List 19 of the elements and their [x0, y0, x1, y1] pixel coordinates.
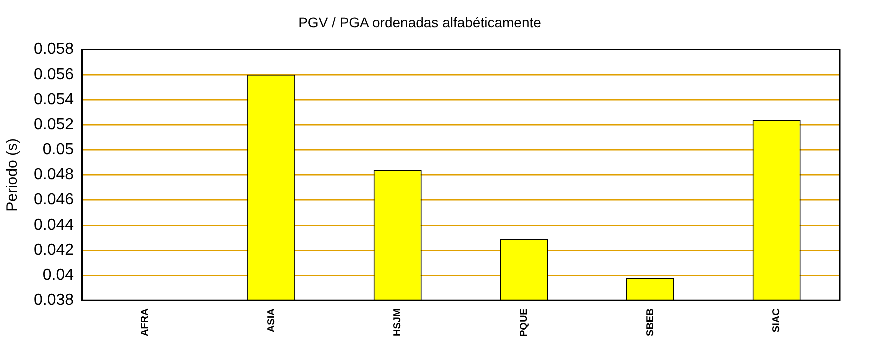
x-tick-label: PQUE	[518, 308, 530, 338]
y-tick-label: 0.046	[34, 192, 74, 209]
x-tick-label: ASIA	[266, 308, 278, 333]
chart-title: PGV / PGA ordenadas alfabéticamente	[298, 14, 542, 30]
y-tick-label: 0.05	[42, 142, 74, 159]
y-tick-label: 0.042	[34, 242, 74, 259]
y-tick-label: 0.052	[34, 116, 74, 134]
y-tick-label: 0.054	[34, 91, 74, 108]
y-tick-label: 0.058	[34, 41, 74, 58]
x-tick-label: SBEB	[645, 308, 656, 336]
y-tick-label: 0.056	[34, 66, 74, 84]
y-tick-label: 0.044	[34, 216, 74, 234]
y-tick-label: 0.048	[34, 166, 74, 184]
y-tick-label: 0.04	[42, 266, 74, 284]
x-tick-label: SIAC	[772, 308, 783, 333]
x-tick-label: AFRA	[140, 308, 151, 336]
x-tick-label: HSJM	[392, 308, 404, 336]
y-axis-title: Periodo (s)	[4, 138, 22, 212]
y-tick-label: 0.038	[34, 292, 74, 310]
